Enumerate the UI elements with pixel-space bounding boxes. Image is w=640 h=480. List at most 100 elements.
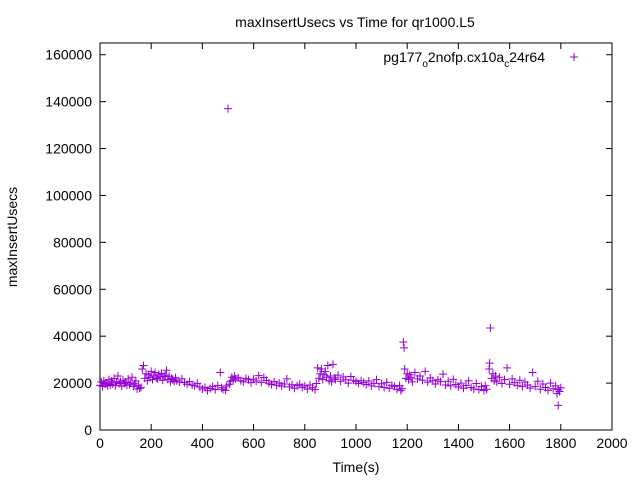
data-point xyxy=(500,375,509,384)
data-point xyxy=(257,378,266,387)
y-tick-label: 0 xyxy=(84,422,92,438)
data-point xyxy=(444,377,453,386)
data-point xyxy=(505,380,514,389)
data-point xyxy=(418,376,427,385)
data-point xyxy=(148,375,157,384)
data-point xyxy=(282,374,291,383)
data-point xyxy=(449,375,458,384)
x-tick-label: 600 xyxy=(242,435,266,451)
x-tick-label: 1400 xyxy=(443,435,474,451)
data-point xyxy=(555,387,564,396)
x-tick-label: 800 xyxy=(293,435,317,451)
y-tick-label: 20000 xyxy=(53,375,92,391)
data-point xyxy=(280,380,289,389)
data-point xyxy=(364,376,373,385)
data-point xyxy=(147,367,156,376)
data-point xyxy=(421,367,430,376)
data-point xyxy=(321,367,330,376)
data-point xyxy=(216,368,225,377)
data-point xyxy=(328,360,337,369)
data-point xyxy=(400,365,409,374)
data-point xyxy=(423,378,432,387)
data-point xyxy=(536,385,545,394)
data-point xyxy=(313,363,322,372)
data-point xyxy=(492,377,501,386)
data-point xyxy=(439,370,448,379)
x-tick-label: 400 xyxy=(191,435,215,451)
x-axis: 0 200 400 600 800 1000 1200 1400 1600 1800 2000 xyxy=(96,43,628,451)
y-axis: 0 20000 40000 60000 80000 100000 120000 140000 1… xyxy=(45,47,612,438)
legend-label: pg177o2nofp.cx10ac24r64 xyxy=(383,49,545,70)
data-point xyxy=(416,372,424,381)
data-points xyxy=(96,104,565,410)
plot-frame xyxy=(99,42,613,431)
data-point xyxy=(344,379,353,388)
y-tick-label: 40000 xyxy=(53,328,92,344)
data-point xyxy=(380,383,389,392)
data-point xyxy=(481,381,490,390)
x-axis-label: Time(s) xyxy=(333,459,380,475)
data-point xyxy=(462,381,471,390)
data-point xyxy=(554,401,563,410)
data-point xyxy=(407,373,416,382)
data-point xyxy=(531,382,540,391)
data-point xyxy=(533,377,542,386)
data-point xyxy=(162,366,171,375)
data-point xyxy=(469,384,478,393)
data-point xyxy=(139,361,148,370)
data-point xyxy=(528,368,537,377)
data-point xyxy=(334,371,343,380)
data-point xyxy=(464,376,473,385)
data-point xyxy=(161,371,170,380)
legend: pg177o2nofp.cx10ac24r64 xyxy=(383,49,578,70)
x-tick-label: 0 xyxy=(96,435,104,451)
y-tick-label: 60000 xyxy=(53,281,92,297)
data-point xyxy=(513,381,522,390)
legend-marker xyxy=(570,53,578,61)
data-point xyxy=(398,384,407,393)
data-point xyxy=(382,378,391,387)
x-tick-label: 200 xyxy=(140,435,164,451)
data-point xyxy=(136,383,145,392)
data-point xyxy=(372,375,381,384)
data-point xyxy=(456,379,465,388)
data-point xyxy=(515,376,524,385)
data-point xyxy=(472,379,481,388)
data-point xyxy=(158,376,167,385)
data-point xyxy=(410,368,419,377)
data-point xyxy=(128,373,136,382)
data-point xyxy=(503,363,512,372)
data-point xyxy=(138,365,147,374)
data-point xyxy=(485,365,494,374)
x-tick-label: 1200 xyxy=(392,435,423,451)
data-point xyxy=(431,380,440,389)
data-point xyxy=(221,386,230,395)
data-point xyxy=(151,368,160,377)
data-point xyxy=(446,381,455,390)
data-point xyxy=(252,376,261,385)
data-point xyxy=(314,374,323,383)
data-point xyxy=(396,386,405,395)
data-point xyxy=(400,343,409,352)
data-point xyxy=(408,377,417,386)
data-point xyxy=(131,376,140,385)
data-point xyxy=(518,382,527,391)
data-point xyxy=(125,380,134,389)
data-point xyxy=(399,338,408,347)
data-point xyxy=(312,379,321,388)
data-point xyxy=(135,384,144,393)
data-point xyxy=(323,361,332,370)
data-point xyxy=(311,385,320,394)
data-point xyxy=(224,104,232,113)
data-point xyxy=(544,386,552,395)
chart-title: maxInsertUsecs vs Time for qr1000.L5 xyxy=(235,14,475,30)
data-point xyxy=(491,372,500,381)
data-point xyxy=(436,377,445,386)
y-tick-label: 140000 xyxy=(45,94,92,110)
x-tick-label: 1000 xyxy=(340,435,371,451)
data-point xyxy=(326,372,335,381)
y-tick-label: 160000 xyxy=(45,47,92,63)
data-point xyxy=(316,369,325,378)
data-point xyxy=(485,359,494,368)
